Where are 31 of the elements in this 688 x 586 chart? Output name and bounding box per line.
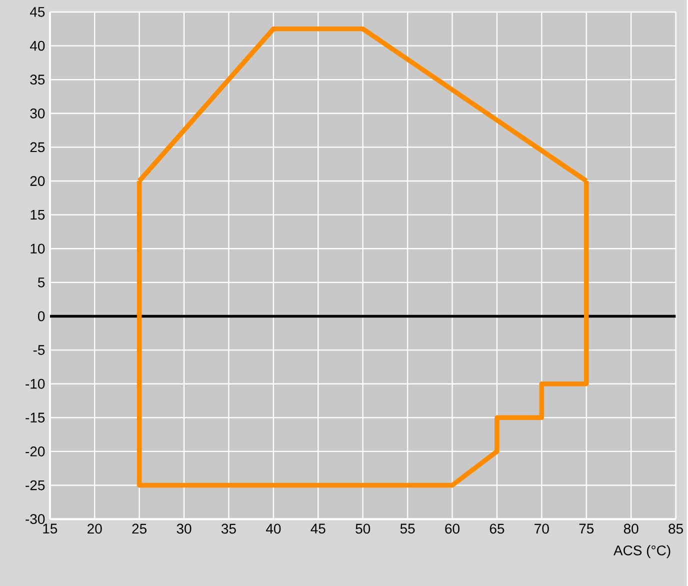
x-tick-label: 60	[445, 524, 460, 534]
x-tick-label: 55	[400, 524, 415, 534]
x-tick-label: 35	[221, 524, 236, 534]
x-tick-label: 85	[668, 524, 683, 534]
x-tick-label: 25	[132, 524, 147, 534]
x-tick-label: 20	[88, 524, 102, 534]
y-tick-label: 10	[30, 244, 45, 254]
y-tick-label: 25	[30, 142, 45, 152]
y-tick-label: -15	[26, 412, 45, 423]
y-tick-label: -10	[26, 378, 45, 389]
x-tick-label: 80	[624, 524, 638, 534]
y-tick-label: -25	[26, 480, 45, 490]
x-tick-label: 70	[534, 524, 549, 534]
y-tick-label: 20	[30, 176, 45, 186]
x-tick-label: 65	[490, 524, 504, 534]
y-tick-label: -5	[33, 345, 45, 355]
y-tick-label: 15	[30, 210, 45, 220]
x-tick-label: 75	[579, 524, 594, 534]
y-tick-label: 45	[30, 7, 45, 17]
y-tick-label: 35	[30, 74, 45, 85]
y-tick-label: 40	[30, 40, 45, 51]
x-tick-label: 40	[266, 524, 281, 534]
y-tick-label: -30	[26, 514, 45, 524]
y-tick-label: 0	[38, 311, 45, 322]
x-axis-title: ACS (°C)	[614, 545, 670, 558]
y-tick-label: 5	[38, 278, 45, 288]
x-tick-label: 45	[310, 524, 326, 534]
y-tick-label: -20	[26, 446, 45, 456]
x-tick-label: 50	[356, 524, 370, 534]
y-tick-label: 30	[30, 108, 45, 118]
x-tick-label: 30	[176, 524, 192, 534]
